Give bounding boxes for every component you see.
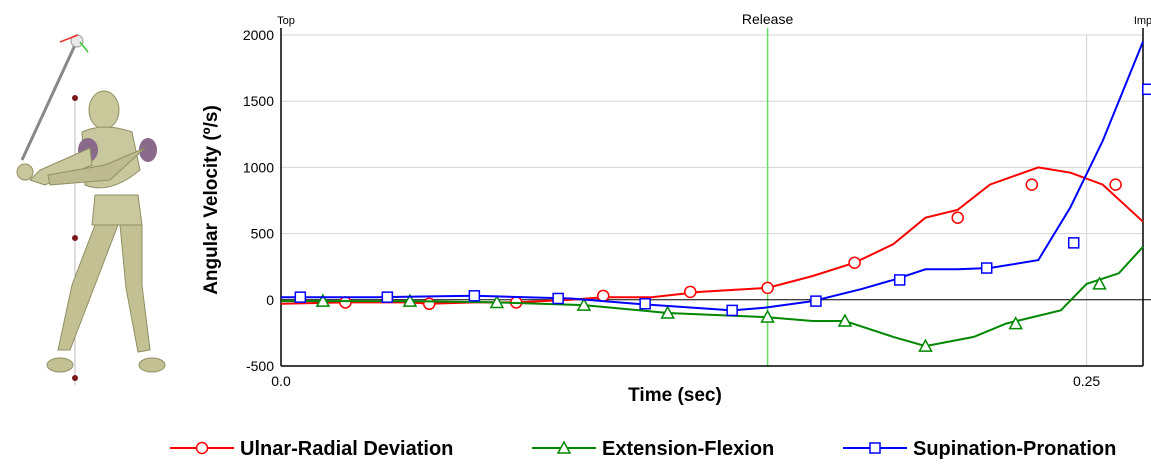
data-point-circle	[1109, 178, 1122, 191]
y-tick-label: 500	[251, 226, 275, 242]
legend-label: Extension-Flexion	[602, 438, 774, 460]
data-point-circle	[848, 256, 861, 269]
data-point-triangle	[315, 293, 331, 307]
data-point-triangle	[1008, 316, 1023, 330]
y-tick-label: 1500	[243, 93, 274, 109]
y-tick-label: 1000	[243, 159, 274, 175]
x-tick-label: 0.0	[271, 373, 291, 389]
data-point-triangle	[1092, 276, 1107, 290]
data-point-triangle	[837, 313, 853, 327]
data-point-circle	[1025, 178, 1039, 191]
data-point-circle	[422, 297, 436, 311]
data-point-square	[810, 295, 822, 307]
data-point-triangle	[576, 297, 592, 311]
y-tick-label: -500	[246, 358, 274, 374]
data-point-circle	[683, 285, 697, 299]
data-point-square	[1067, 237, 1080, 249]
data-point-square	[639, 298, 651, 310]
series-line	[280, 166, 1144, 305]
event-marker-label: Top	[277, 15, 295, 27]
y-axis-label: Angular Velocity (º/s)	[201, 105, 222, 295]
data-point-triangle	[760, 309, 775, 323]
data-point-circle	[596, 289, 610, 303]
x-tick-label: 0.25	[1073, 373, 1100, 389]
data-point-triangle	[402, 293, 418, 307]
series-lines	[280, 41, 1151, 352]
data-point-circle	[951, 211, 964, 224]
golfer-figure-image	[16, 34, 166, 385]
data-point-circle	[195, 441, 209, 455]
y-tick-label: 0	[266, 292, 274, 308]
data-point-square	[980, 262, 993, 274]
data-point-square	[726, 304, 738, 317]
x-axis-label: Time (sec)	[628, 385, 722, 406]
data-point-square	[294, 291, 307, 303]
data-point-square	[552, 292, 564, 305]
data-point-circle	[761, 281, 774, 295]
chart-legend: Ulnar-Radial Deviation Extension-Flexion S…	[170, 438, 1116, 460]
chart-grid	[281, 34, 1143, 366]
data-point-triangle	[489, 294, 505, 309]
data-point-square	[1142, 83, 1151, 96]
series-line	[281, 41, 1144, 312]
event-marker-label: Release	[742, 11, 794, 27]
data-point-square	[381, 291, 394, 303]
event-marker-label: Imp	[1134, 15, 1151, 27]
data-point-triangle	[918, 338, 933, 352]
y-tick-label: 2000	[243, 27, 274, 43]
legend-label: Supination-Pronation	[913, 438, 1116, 460]
data-point-circle	[339, 296, 352, 309]
data-point-triangle	[660, 305, 675, 319]
legend-label: Ulnar-Radial Deviation	[240, 438, 453, 460]
data-point-triangle	[556, 440, 572, 454]
data-point-square	[893, 274, 906, 286]
event-markers: Top Release Imp	[277, 11, 1151, 366]
data-point-square	[468, 290, 481, 302]
data-point-square	[869, 442, 881, 454]
